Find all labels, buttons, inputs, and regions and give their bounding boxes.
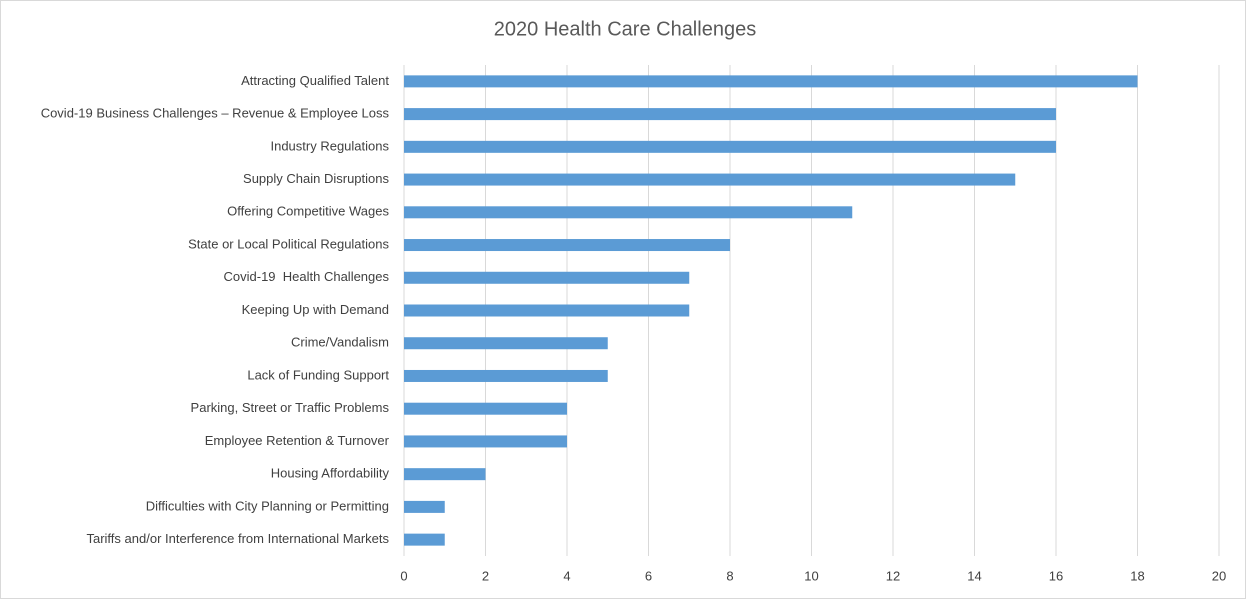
bar [404,468,486,481]
bar [404,206,853,219]
bar [404,239,730,252]
bar [404,337,608,350]
x-tick-label: 16 [1049,568,1063,583]
x-tick-label: 20 [1212,568,1226,583]
y-tick-label: Keeping Up with Demand [242,302,389,317]
x-tick-label: 8 [726,568,733,583]
y-tick-label: Covid-19 Business Challenges – Revenue &… [41,106,390,121]
y-tick-label: Employee Retention & Turnover [205,433,390,448]
bar [404,140,1056,153]
y-tick-label: Difficulties with City Planning or Permi… [146,498,389,513]
bar [404,173,1016,186]
y-tick-label: Crime/Vandalism [291,335,389,350]
x-tick-label: 14 [967,568,981,583]
y-tick-label: Offering Competitive Wages [227,204,389,219]
bar [404,108,1056,121]
x-tick-label: 0 [400,568,407,583]
bar [404,533,445,546]
bar [404,500,445,513]
bar [404,304,690,317]
bar [404,271,690,284]
y-tick-label: Attracting Qualified Talent [241,73,389,88]
y-tick-label: Tariffs and/or Interference from Interna… [86,531,389,546]
chart-title: 2020 Health Care Challenges [494,18,756,40]
y-tick-label: Supply Chain Disruptions [243,171,389,186]
bar [404,402,567,415]
y-tick-label: State or Local Political Regulations [188,236,389,251]
x-tick-label: 12 [886,568,900,583]
x-tick-label: 4 [563,568,570,583]
y-tick-label: Lack of Funding Support [247,367,389,382]
x-tick-label: 2 [482,568,489,583]
x-tick-label: 10 [804,568,818,583]
x-tick-label: 18 [1130,568,1144,583]
y-tick-label: Covid-19 Health Challenges [224,269,390,284]
bar [404,369,608,382]
y-tick-label: Housing Affordability [271,466,390,481]
y-tick-label: Industry Regulations [270,138,389,153]
y-tick-label: Parking, Street or Traffic Problems [191,400,390,415]
bar [404,435,567,448]
x-tick-label: 6 [645,568,652,583]
bar [404,75,1138,88]
